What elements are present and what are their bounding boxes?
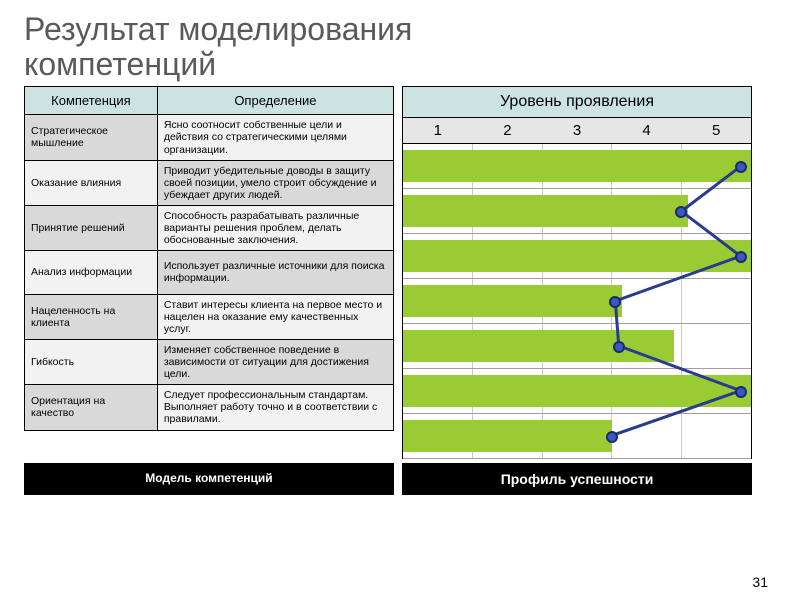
profile-marker	[735, 386, 747, 398]
header-competency: Компетенция	[25, 87, 158, 115]
table-row: Оказание влиянияПриводит убедительные до…	[25, 160, 394, 205]
scale-tick: 3	[542, 118, 612, 143]
competency-definition: Ясно соотносит собственные цели и действ…	[157, 115, 393, 160]
bar	[403, 150, 751, 182]
chart-row	[403, 369, 751, 414]
chart-column: Уровень проявления 12345	[402, 86, 752, 459]
footer-right: Профиль успешности	[402, 463, 752, 495]
scale-tick: 1	[403, 118, 473, 143]
chart-row	[403, 324, 751, 369]
profile-marker	[735, 161, 747, 173]
competency-name: Гибкость	[25, 340, 158, 385]
level-scale: 12345	[402, 118, 752, 144]
chart-row	[403, 189, 751, 234]
table-row: Ориентация на качествоСледует профессион…	[25, 385, 394, 430]
chart-row	[403, 144, 751, 189]
bar	[403, 375, 751, 407]
profile-marker	[613, 341, 625, 353]
content-area: КомпетенцияОпределение Стратегическое мы…	[0, 86, 800, 459]
model-column: КомпетенцияОпределение Стратегическое мы…	[24, 86, 394, 459]
bar	[403, 330, 674, 362]
scale-tick: 5	[681, 118, 751, 143]
table-row: ГибкостьИзменяет собственное поведение в…	[25, 340, 394, 385]
bar	[403, 285, 622, 317]
bar	[403, 240, 751, 272]
level-header: Уровень проявления	[402, 86, 752, 118]
competency-name: Нацеленность на клиента	[25, 294, 158, 339]
competency-definition: Следует профессиональным стандартам. Вып…	[157, 385, 393, 430]
competency-name: Ориентация на качество	[25, 385, 158, 430]
competency-definition: Способность разрабатывать различные вари…	[157, 205, 393, 250]
scale-tick: 4	[612, 118, 682, 143]
bar	[403, 420, 612, 452]
page-number: 31	[752, 574, 768, 590]
table-row: Принятие решенийСпособность разрабатыват…	[25, 205, 394, 250]
profile-marker	[735, 251, 747, 263]
table-row: Нацеленность на клиентаСтавит интересы к…	[25, 294, 394, 339]
competency-definition: Ставит интересы клиента на первое место …	[157, 294, 393, 339]
footer: Модель компетенций Профиль успешности	[0, 459, 800, 495]
footer-left: Модель компетенций	[24, 463, 394, 495]
level-header-label: Уровень проявления	[500, 93, 654, 110]
chart-row	[403, 414, 751, 459]
profile-marker	[606, 431, 618, 443]
model-table: КомпетенцияОпределение Стратегическое мы…	[24, 86, 394, 430]
competency-definition: Приводит убедительные доводы в защиту св…	[157, 160, 393, 205]
title-line-1: Результат моделирования	[24, 11, 412, 47]
title-line-2: компетенций	[24, 46, 216, 82]
competency-name: Анализ информации	[25, 250, 158, 294]
table-row: Стратегическое мышлениеЯсно соотносит со…	[25, 115, 394, 160]
chart-row	[403, 279, 751, 324]
competency-name: Принятие решений	[25, 205, 158, 250]
bar	[403, 195, 688, 227]
competency-name: Оказание влияния	[25, 160, 158, 205]
chart-area	[402, 144, 752, 459]
table-row: Анализ информацииИспользует различные ис…	[25, 250, 394, 294]
chart-row	[403, 234, 751, 279]
competency-definition: Использует различные источники для поиск…	[157, 250, 393, 294]
page-title: Результат моделирования компетенций	[0, 0, 800, 86]
competency-name: Стратегическое мышление	[25, 115, 158, 160]
profile-marker	[609, 296, 621, 308]
competency-definition: Изменяет собственное поведение в зависим…	[157, 340, 393, 385]
header-definition: Определение	[157, 87, 393, 115]
scale-tick: 2	[473, 118, 543, 143]
profile-marker	[675, 206, 687, 218]
